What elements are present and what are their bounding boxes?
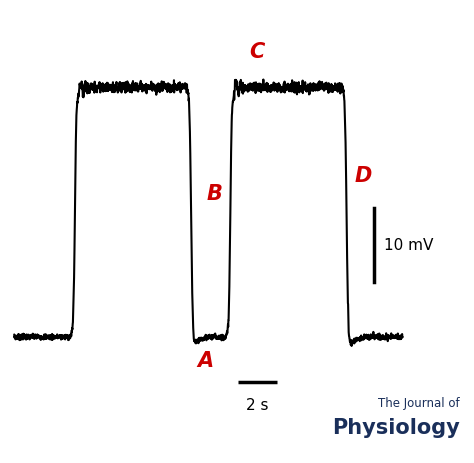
Text: C: C: [249, 43, 265, 63]
Text: D: D: [354, 167, 372, 187]
Text: A: A: [197, 351, 213, 371]
Text: Physiology: Physiology: [332, 418, 460, 438]
Text: The Journal of: The Journal of: [378, 397, 460, 410]
Text: B: B: [207, 184, 222, 204]
Text: 10 mV: 10 mV: [384, 238, 433, 253]
Text: 2 s: 2 s: [246, 398, 268, 413]
